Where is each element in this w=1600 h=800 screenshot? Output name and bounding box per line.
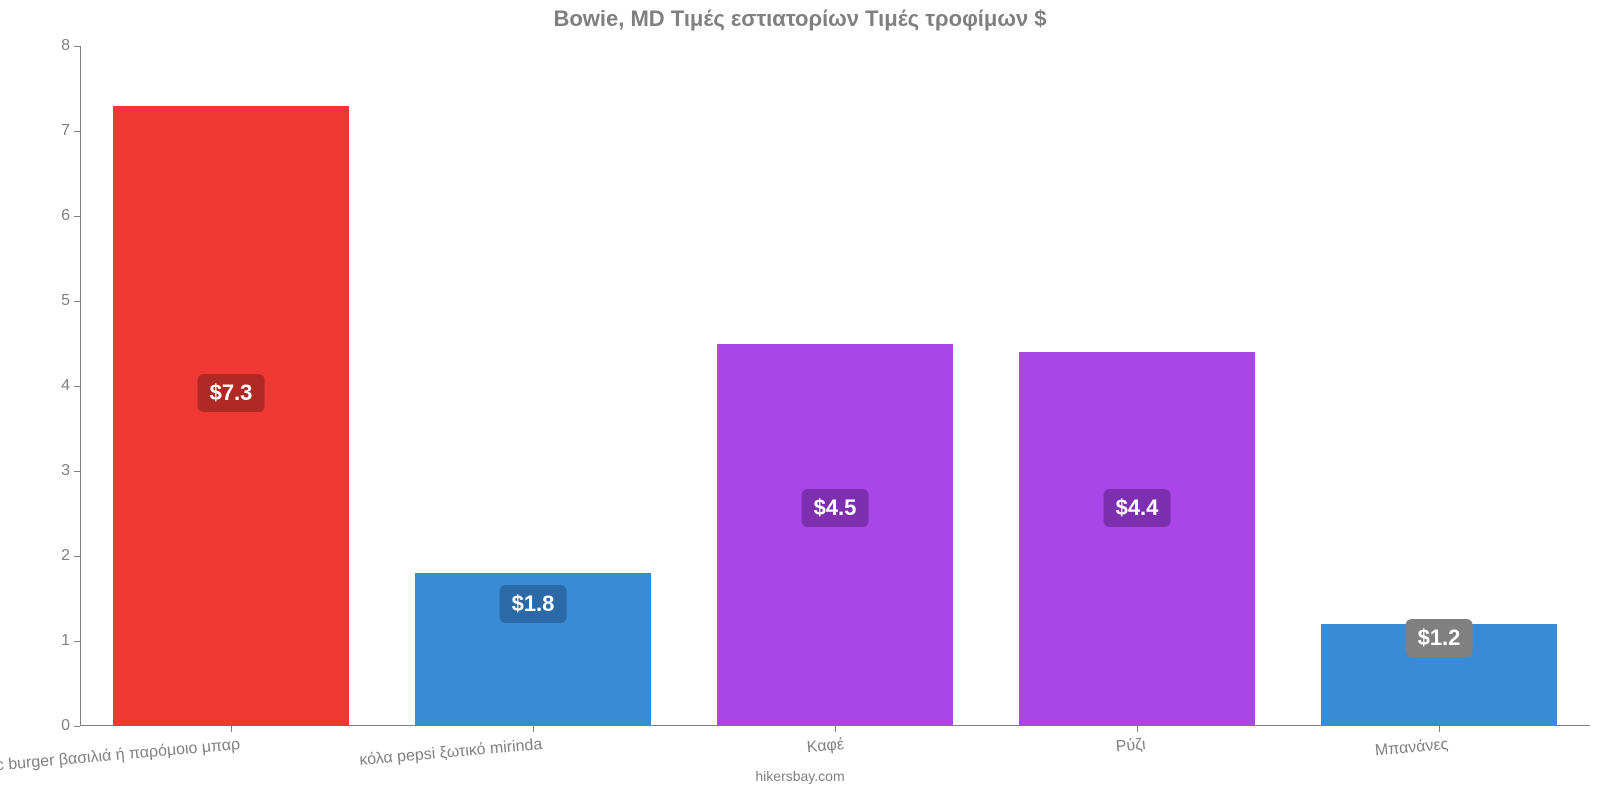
x-tick-label: Ρύζι (1115, 736, 1146, 757)
value-badge: $4.4 (1104, 489, 1171, 527)
value-badge: $1.8 (500, 585, 567, 623)
y-tick-mark (74, 726, 80, 727)
y-tick-mark (74, 46, 80, 47)
y-tick-mark (74, 301, 80, 302)
chart-title: Bowie, MD Τιμές εστιατορίων Τιμές τροφίμ… (0, 6, 1600, 32)
value-badge: $7.3 (198, 374, 265, 412)
x-tick-mark (1137, 726, 1138, 732)
bar (1019, 352, 1255, 726)
chart-footer: hikersbay.com (0, 768, 1600, 784)
value-badge: $1.2 (1406, 619, 1473, 657)
y-tick-mark (74, 471, 80, 472)
x-tick-label: Μπανάνες (1374, 736, 1449, 760)
y-tick-mark (74, 386, 80, 387)
y-axis-line (80, 46, 81, 726)
y-tick-mark (74, 556, 80, 557)
bar (113, 106, 349, 727)
value-badge: $4.5 (802, 489, 869, 527)
x-tick-mark (835, 726, 836, 732)
x-tick-label: κόλα pepsi ξωτικό mirinda (358, 736, 542, 770)
y-tick-mark (74, 131, 80, 132)
bar (717, 344, 953, 727)
x-tick-label: Καφέ (806, 736, 845, 757)
x-tick-mark (1439, 726, 1440, 732)
x-tick-mark (231, 726, 232, 732)
y-tick-mark (74, 641, 80, 642)
x-tick-mark (533, 726, 534, 732)
chart-container: Bowie, MD Τιμές εστιατορίων Τιμές τροφίμ… (0, 0, 1600, 800)
plot-area: 012345678$7.3Mac burger βασιλιά ή παρόμο… (80, 46, 1590, 726)
y-tick-mark (74, 216, 80, 217)
